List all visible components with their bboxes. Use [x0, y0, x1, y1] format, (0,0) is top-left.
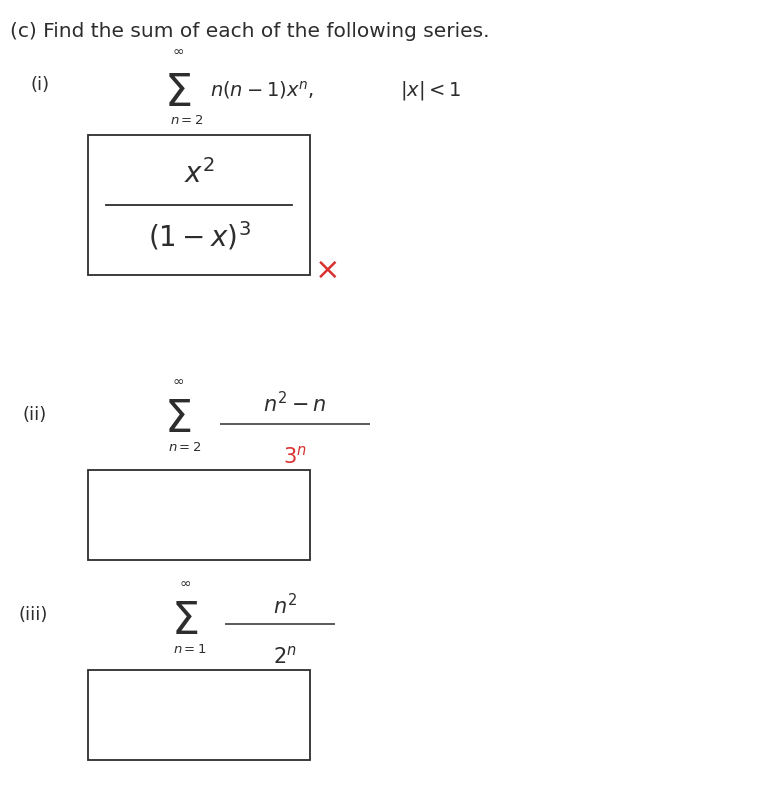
Text: $2^n$: $2^n$ — [273, 645, 297, 667]
Text: $|x| < 1$: $|x| < 1$ — [400, 78, 461, 102]
Text: $x^2$: $x^2$ — [184, 160, 214, 189]
Text: $n(n - 1)x^n,$: $n(n - 1)x^n,$ — [210, 79, 314, 101]
Text: $\times$: $\times$ — [314, 256, 338, 285]
Text: (c) Find the sum of each of the following series.: (c) Find the sum of each of the followin… — [10, 22, 490, 41]
Text: $n^2$: $n^2$ — [273, 593, 297, 618]
Text: $n = 2$: $n = 2$ — [170, 114, 204, 127]
Text: $n^2 - n$: $n^2 - n$ — [264, 392, 327, 417]
Text: (ii): (ii) — [23, 406, 47, 424]
Text: (iii): (iii) — [18, 606, 48, 624]
Text: $\infty$: $\infty$ — [172, 44, 184, 58]
Text: (i): (i) — [30, 76, 49, 94]
Text: $\infty$: $\infty$ — [179, 576, 191, 590]
Text: $n = 2$: $n = 2$ — [168, 441, 202, 454]
Text: $3^n$: $3^n$ — [283, 445, 307, 467]
Text: $(1 - x)^3$: $(1 - x)^3$ — [148, 219, 250, 252]
Text: $\infty$: $\infty$ — [172, 374, 184, 388]
Text: $\Sigma$: $\Sigma$ — [164, 72, 192, 114]
Text: $n = 1$: $n = 1$ — [173, 643, 207, 656]
Text: $\Sigma$: $\Sigma$ — [164, 398, 192, 442]
Text: $\Sigma$: $\Sigma$ — [171, 600, 199, 643]
